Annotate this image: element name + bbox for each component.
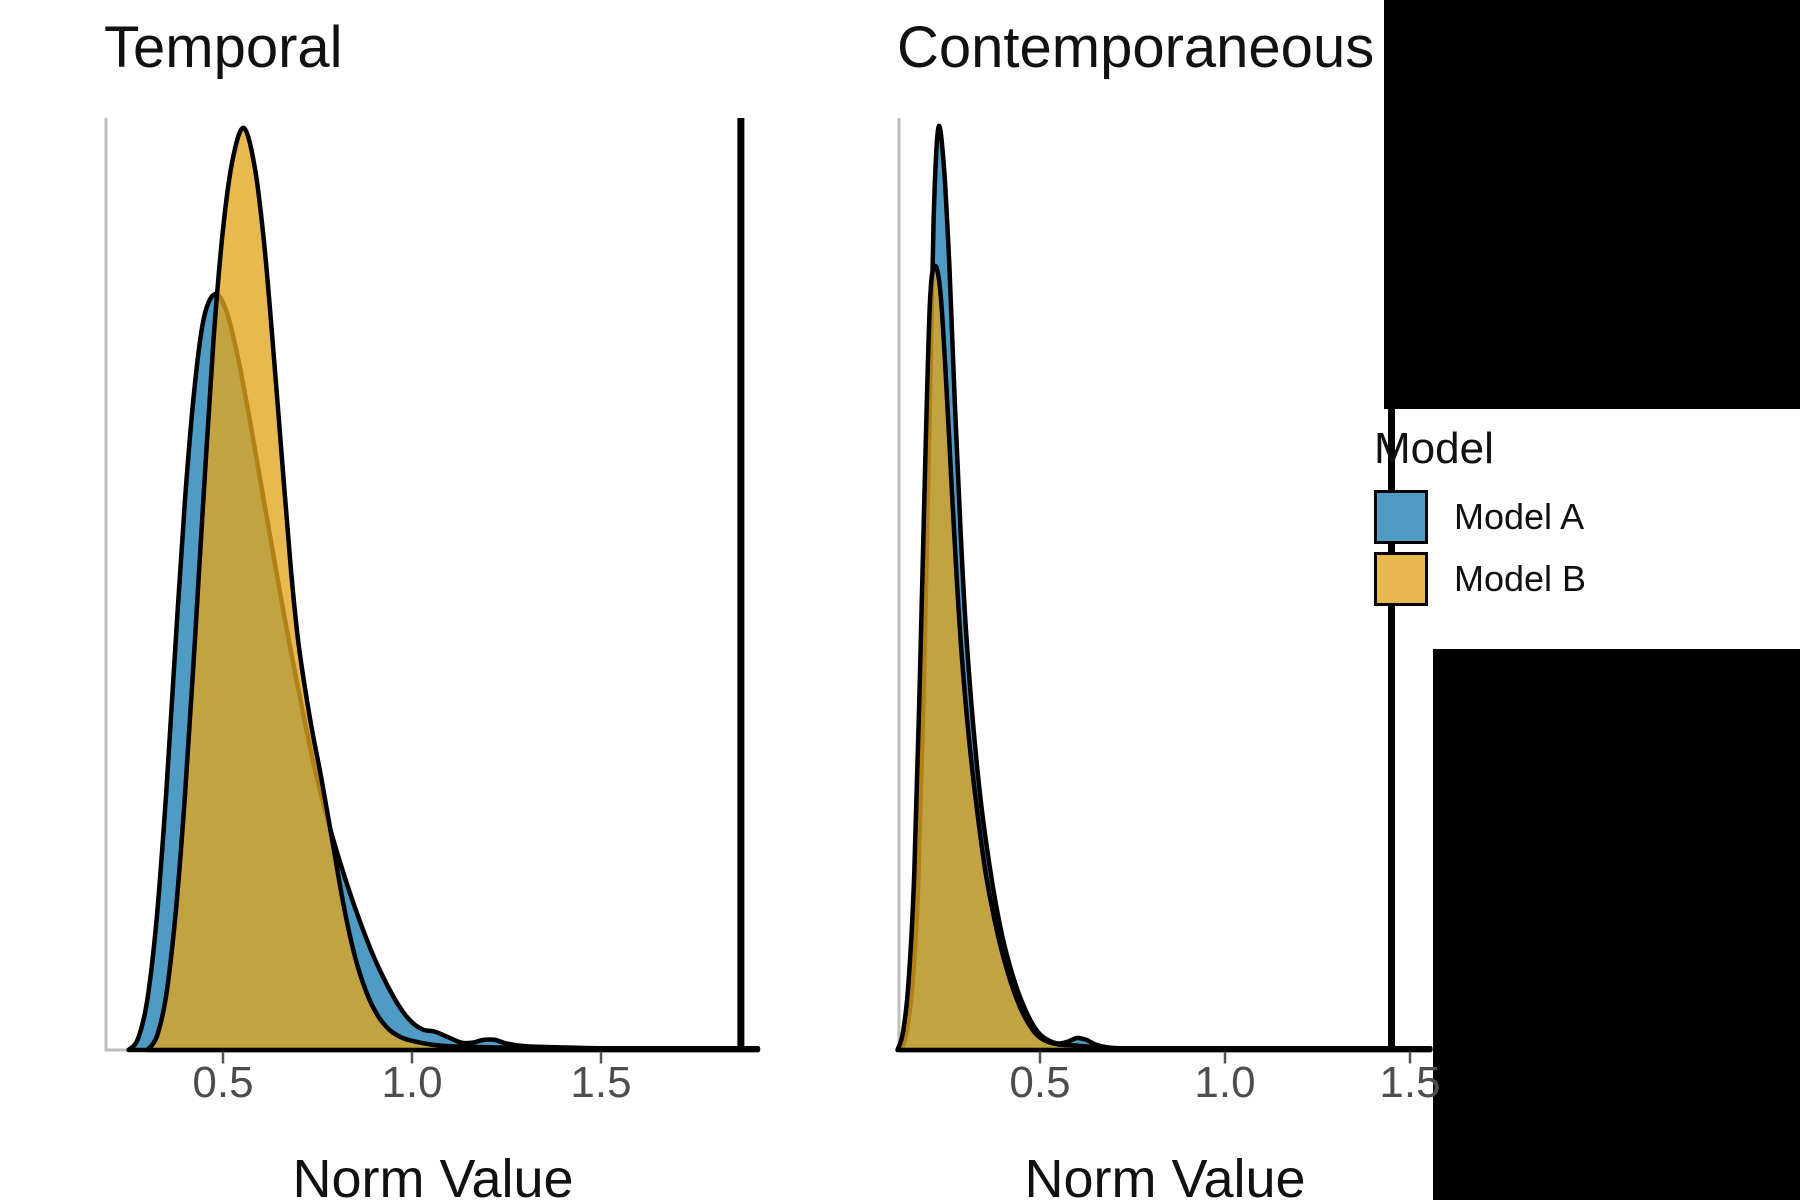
panel-title-contemporaneous: Contemporaneous [897,15,1375,80]
x-axis-title-left: Norm Value [292,1149,574,1200]
x-tick-label: 1.5 [1379,1058,1441,1107]
x-tick-label: 0.5 [192,1058,254,1107]
density-curve-model-b-panel-1 [895,263,1433,1053]
redacted-region-bottom-right [1433,649,1800,1200]
legend-entry-model-a: Model A [1374,490,1586,544]
x-axis-title-right: Norm Value [1024,1149,1306,1200]
panel-title-temporal: Temporal [104,15,343,80]
x-tick-label: 1.0 [381,1058,443,1107]
legend-key-model-b-swatch [1374,552,1428,606]
density-curve-model-b-panel-0 [145,125,761,1053]
legend-label-model-b: Model B [1454,558,1587,599]
legend-key-model-a-swatch [1374,490,1428,544]
legend-title: Model [1374,424,1494,473]
legend-label-model-a: Model A [1454,496,1585,537]
legend: Model Model A Model B [1374,424,1586,614]
x-tick-label: 1.5 [570,1058,632,1107]
legend-entry-model-b: Model B [1374,552,1586,606]
x-tick-label: 0.5 [1009,1058,1071,1107]
x-tick-label: 1.0 [1194,1058,1256,1107]
redacted-region-top-right [1384,0,1800,409]
